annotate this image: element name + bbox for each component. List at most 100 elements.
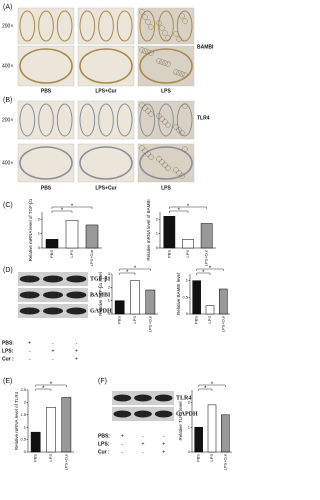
- figure: (A) (B) (C) (D) (E) (F) 200× 400× BAMBI PBS…: [2, 4, 232, 470]
- significance: *: [71, 204, 74, 210]
- tissue: [182, 146, 188, 152]
- bar: [192, 280, 201, 315]
- y-tick-label: 2: [188, 399, 191, 404]
- bar: [221, 414, 230, 453]
- tissue: [139, 146, 193, 180]
- bracket: [198, 384, 226, 387]
- tissue: [56, 103, 73, 137]
- significance: *: [50, 382, 53, 388]
- tissue: [98, 10, 114, 42]
- condition-sign: +: [162, 449, 165, 455]
- bracket: [119, 268, 151, 271]
- tissue: [19, 103, 36, 137]
- micrograph: [77, 45, 135, 87]
- bracket: [35, 388, 52, 391]
- x-tick-label: LPS+Cur: [220, 315, 225, 332]
- group-label: LPS+Cur: [95, 88, 116, 94]
- panel-label: (D): [3, 267, 13, 274]
- tissue: [156, 20, 162, 26]
- tissue: [116, 103, 133, 137]
- significance: *: [209, 266, 212, 272]
- band: [66, 291, 87, 299]
- tissue: [79, 103, 96, 137]
- tissue: [139, 48, 193, 84]
- tissue: [159, 59, 165, 65]
- y-tick-label: 1: [186, 278, 189, 283]
- tissue: [159, 116, 165, 122]
- panel-label: (E): [3, 378, 12, 385]
- tissue: [139, 103, 156, 137]
- tissue: [173, 31, 179, 37]
- x-tick-label: PBS: [166, 250, 171, 258]
- y-tick-label: 1: [38, 231, 41, 236]
- bar: [194, 426, 203, 453]
- y-tick-label: 2.5: [20, 387, 26, 392]
- condition-sign: -: [121, 449, 123, 455]
- y-tick-label: 0: [24, 449, 27, 454]
- tissue: [116, 10, 133, 42]
- significance: *: [211, 382, 214, 388]
- bar: [30, 431, 41, 453]
- tissue: [179, 71, 185, 77]
- tissue: [182, 18, 188, 24]
- tissue: [148, 24, 154, 30]
- panel-label: (B): [3, 97, 12, 104]
- tissue: [142, 14, 148, 20]
- magnification: 400×: [2, 160, 13, 166]
- x-tick-label: LPS: [69, 250, 74, 258]
- tissue: [156, 58, 162, 64]
- bar: [182, 239, 194, 249]
- tissue: [148, 154, 154, 160]
- group-label: LPS: [161, 185, 171, 191]
- band-label: GAPDH: [90, 308, 112, 314]
- tissue: [176, 103, 193, 137]
- tissue: [162, 60, 168, 66]
- tissue: [145, 19, 151, 25]
- tissue: [159, 25, 165, 31]
- band: [19, 307, 40, 315]
- tissue: [139, 47, 145, 53]
- group-label: PBS: [41, 185, 52, 191]
- band-label: TLR4: [176, 395, 191, 401]
- band: [154, 394, 173, 402]
- significance: *: [61, 208, 64, 214]
- condition-sign: +: [162, 441, 165, 447]
- band: [66, 275, 87, 283]
- condition-sign: -: [52, 356, 54, 362]
- y-axis-label: Relative mRNA level of TGF-β1: [28, 198, 33, 261]
- y-tick-label: 0.5: [182, 294, 188, 299]
- bar: [46, 407, 56, 453]
- group-label: LPS: [161, 88, 171, 94]
- significance: *: [204, 386, 207, 392]
- significance: *: [187, 204, 190, 210]
- tissue: [79, 146, 133, 180]
- band: [43, 291, 63, 299]
- x-tick-label: PBS: [196, 454, 201, 462]
- x-tick-label: LPS+Cur: [63, 453, 68, 470]
- y-tick-label: 1: [24, 424, 27, 429]
- tissue: [165, 122, 171, 128]
- condition-sign: -: [163, 433, 165, 439]
- tissue: [79, 48, 133, 84]
- tissue: [173, 124, 179, 130]
- band: [134, 410, 152, 418]
- bar: [45, 239, 59, 249]
- tissue: [159, 159, 165, 165]
- bracket: [51, 210, 73, 213]
- band-label: BAMBI: [90, 292, 111, 298]
- y-tick-label: 0: [38, 245, 41, 250]
- x-tick-label: LPS: [207, 316, 212, 324]
- tissue: [165, 35, 171, 41]
- tissue: [139, 10, 156, 42]
- y-axis-label: Relative mRNA level of TLR4: [14, 391, 19, 450]
- condition-label: LPS:: [2, 348, 14, 354]
- bar: [145, 289, 156, 315]
- tissue: [158, 10, 174, 42]
- condition-sign: +: [52, 348, 55, 354]
- y-axis-label: Relative BAMBI level: [176, 273, 181, 315]
- bar: [114, 300, 125, 315]
- micrograph: [77, 143, 135, 183]
- bar: [205, 305, 215, 315]
- tissue: [176, 10, 193, 42]
- condition-label: PBS:: [2, 340, 14, 346]
